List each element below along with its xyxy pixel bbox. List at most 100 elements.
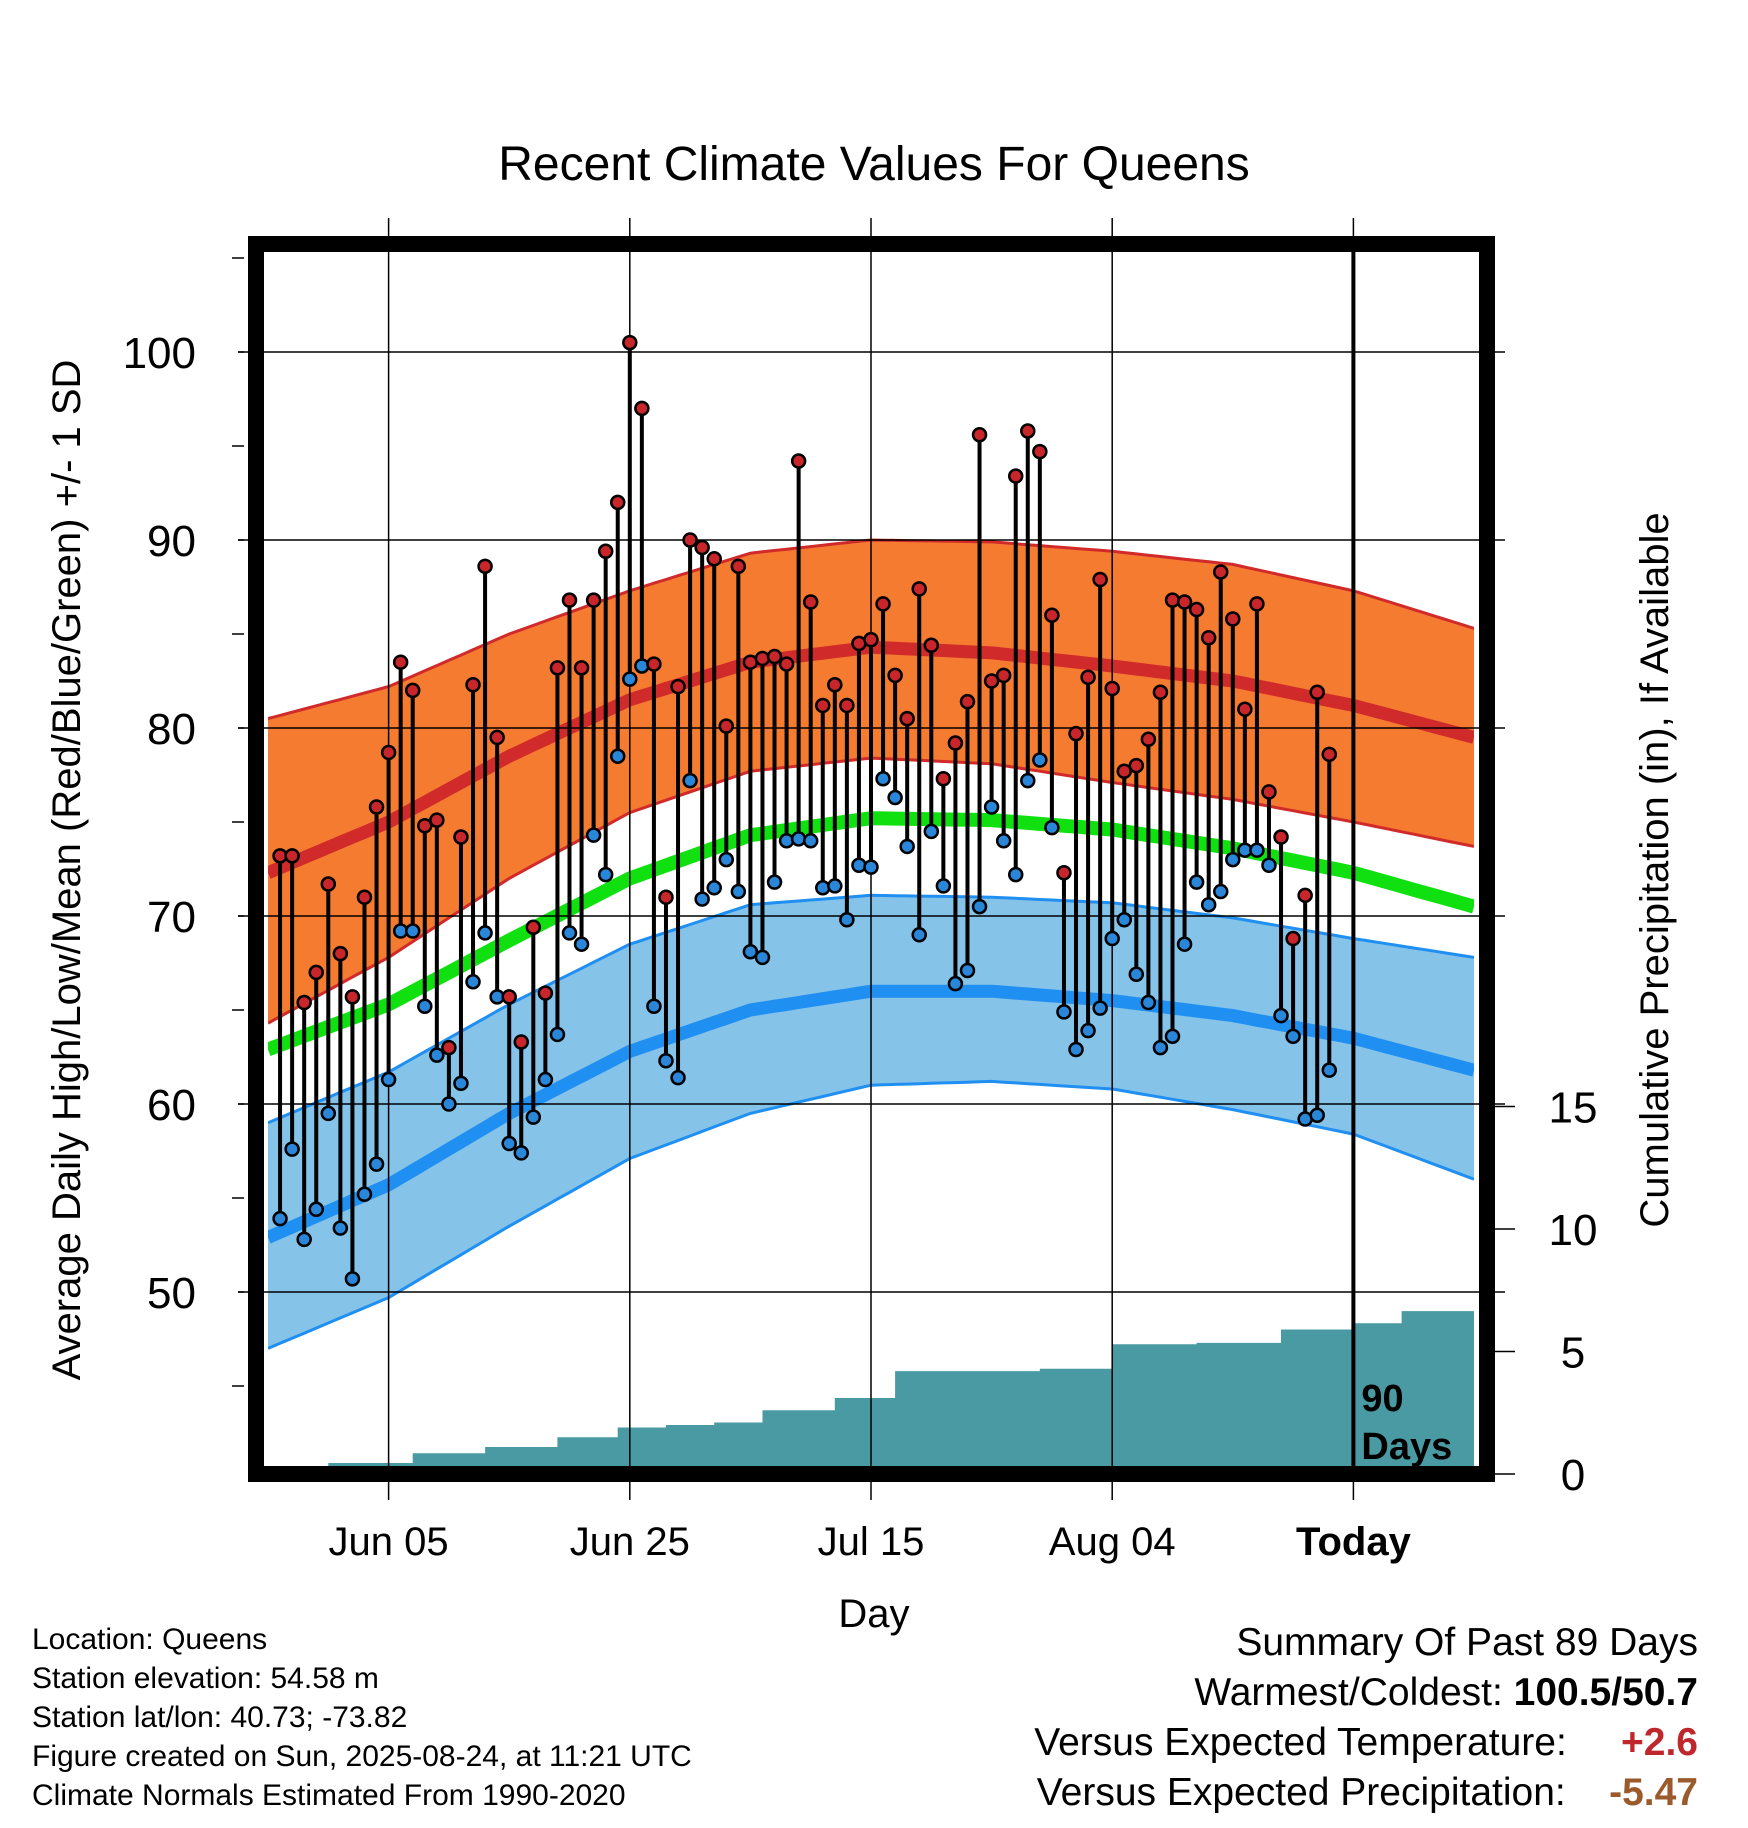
high-point (766, 648, 783, 665)
low-point (802, 833, 819, 849)
low-point (1128, 966, 1145, 983)
y-axis-label-right: Cumulative Precipitation (in), If Availa… (1633, 512, 1677, 1227)
high-point (417, 818, 433, 834)
high-point (392, 654, 409, 670)
high-point (573, 660, 590, 676)
low-point (1261, 857, 1277, 873)
low-point (766, 874, 783, 890)
y-tick-label-right: 0 (1561, 1451, 1585, 1500)
y-tick-label-left: 50 (147, 1269, 196, 1318)
high-point (911, 581, 927, 597)
low-point (549, 1026, 566, 1043)
high-point (694, 539, 710, 556)
high-point (706, 551, 722, 567)
low-point (356, 1186, 373, 1202)
high-point (465, 677, 481, 693)
low-point (1020, 772, 1036, 789)
high-point (875, 596, 891, 612)
low-point (368, 1156, 385, 1172)
low-point (585, 827, 602, 843)
high-point (1309, 684, 1325, 701)
low-point (320, 1105, 337, 1122)
low-point (694, 891, 710, 907)
y-tick-label-right: 10 (1549, 1206, 1598, 1255)
high-point (513, 1034, 530, 1050)
low-point (1080, 1022, 1096, 1039)
high-point (477, 558, 493, 575)
high-point (284, 848, 300, 864)
low-point (730, 883, 747, 900)
low-point (622, 671, 638, 687)
low-point (308, 1201, 324, 1218)
low-point (561, 925, 578, 941)
high-point (802, 594, 819, 610)
high-point (995, 667, 1012, 684)
high-point (839, 697, 855, 714)
high-point (959, 693, 976, 710)
high-point (489, 729, 505, 746)
low-point (404, 923, 421, 939)
low-point (718, 851, 735, 868)
x-tick-label: Aug 04 (1049, 1520, 1176, 1564)
info-normals: Climate Normals Estimated From 1990-2020 (32, 1779, 626, 1812)
low-point (658, 1053, 674, 1069)
low-point (1285, 1028, 1301, 1045)
high-point (404, 682, 421, 699)
high-point (441, 1039, 457, 1056)
high-point (501, 989, 517, 1005)
high-point (778, 656, 795, 672)
days-label: Days (1361, 1426, 1452, 1468)
low-point (597, 866, 614, 883)
high-point (1297, 887, 1313, 904)
low-point (344, 1271, 361, 1287)
info-latlon: Station lat/lon: 40.73; -73.82 (32, 1701, 408, 1734)
info-created: Figure created on Sun, 2025-08-24, at 11… (32, 1740, 692, 1773)
precip-label: Versus Expected Precipitation: (1036, 1771, 1566, 1814)
high-point (1080, 669, 1096, 685)
high-point (935, 771, 952, 787)
low-point (1273, 1007, 1289, 1024)
low-point (380, 1071, 397, 1088)
low-point (417, 998, 433, 1014)
low-point (1309, 1107, 1325, 1124)
low-point (284, 1141, 300, 1157)
low-point (573, 936, 590, 952)
summary-warmest-row: Warmest/Coldest: 100.5/50.7 (1034, 1668, 1698, 1718)
y-tick-label-right: 15 (1549, 1084, 1598, 1133)
high-point (923, 637, 940, 654)
high-point (682, 532, 698, 548)
high-point (561, 592, 578, 608)
low-point (1225, 851, 1241, 868)
high-point (1212, 564, 1229, 580)
high-point (1200, 630, 1217, 646)
low-point (296, 1231, 312, 1248)
high-point (1116, 763, 1133, 779)
warmest-label: Warmest/Coldest: (1194, 1671, 1503, 1714)
low-point (1007, 866, 1024, 883)
low-point (1188, 874, 1205, 890)
high-point (1152, 684, 1169, 701)
temp-label: Versus Expected Temperature: (1034, 1721, 1567, 1764)
y-axis-label-left: Average Daily High/Low/Mean (Red/Blue/Gr… (45, 360, 89, 1381)
high-point (815, 697, 831, 714)
high-point (585, 592, 602, 608)
low-point (754, 949, 771, 966)
x-tick-label: Jun 25 (570, 1520, 690, 1564)
low-point (670, 1069, 686, 1086)
summary-temp-row: Versus Expected Temperature: +2.6 (1034, 1718, 1698, 1768)
high-point (356, 889, 373, 905)
low-point (429, 1047, 445, 1063)
low-point (899, 838, 915, 855)
high-point (1273, 829, 1289, 845)
y-tick-label-left: 70 (147, 893, 196, 942)
high-point (380, 744, 397, 761)
x-tick-label: Jul 15 (818, 1520, 925, 1564)
low-point (537, 1071, 554, 1088)
low-point (983, 799, 1000, 815)
low-point (887, 789, 903, 806)
low-point (1140, 994, 1157, 1011)
low-point (1104, 930, 1120, 947)
high-point (1237, 701, 1253, 717)
low-point (995, 833, 1012, 849)
low-point (1164, 1028, 1181, 1045)
